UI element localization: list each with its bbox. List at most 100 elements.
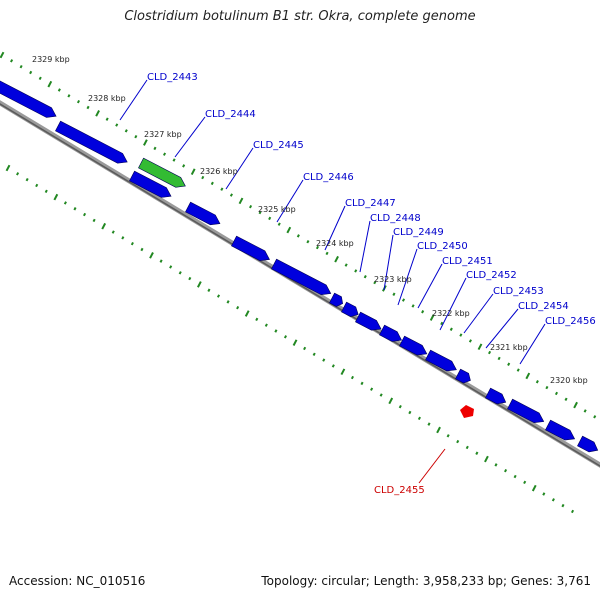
minor-tick xyxy=(172,158,176,162)
minor-tick xyxy=(274,329,278,333)
minor-tick xyxy=(570,509,575,514)
minor-tick xyxy=(19,64,23,69)
minor-tick xyxy=(446,434,450,438)
accession-label: Accession: NC_010516 xyxy=(9,574,146,588)
minor-tick xyxy=(561,503,565,508)
gene-label: CLD_2456 xyxy=(545,316,596,327)
minor-tick xyxy=(497,356,501,361)
minor-tick xyxy=(159,259,163,263)
gene-label: CLD_2444 xyxy=(205,109,256,120)
gene-arrow xyxy=(185,201,221,226)
minor-tick xyxy=(373,280,377,285)
gene-arrow xyxy=(231,235,270,261)
scale-label: 2322 kbp xyxy=(432,309,470,318)
minor-tick xyxy=(456,439,460,444)
minor-tick xyxy=(427,422,431,426)
minor-tick xyxy=(38,76,42,81)
gene-arrow-red xyxy=(460,405,474,418)
gene-arrow xyxy=(399,335,428,356)
minor-tick xyxy=(564,397,568,401)
minor-tick xyxy=(421,310,425,314)
gene-arrow xyxy=(425,349,457,372)
gene-label: CLD_2446 xyxy=(303,172,354,183)
minor-tick xyxy=(169,265,173,269)
major-tick xyxy=(531,484,537,492)
minor-tick xyxy=(398,404,402,409)
minor-tick xyxy=(249,205,253,209)
leader-line xyxy=(276,179,304,223)
leader-line xyxy=(324,205,346,251)
gene-label: CLD_2445 xyxy=(253,140,304,151)
minor-tick xyxy=(92,218,96,223)
major-tick xyxy=(484,455,489,463)
minor-tick xyxy=(350,375,354,380)
leader-line xyxy=(383,234,394,291)
minor-tick xyxy=(44,189,48,193)
minor-tick xyxy=(363,275,367,279)
major-tick xyxy=(388,397,394,405)
major-tick xyxy=(286,226,292,234)
minor-tick xyxy=(554,391,559,396)
minor-tick xyxy=(488,350,492,355)
gene-arrow xyxy=(55,120,128,164)
leader-line xyxy=(439,277,467,331)
minor-tick xyxy=(370,387,374,391)
minor-tick xyxy=(535,380,539,384)
scale-label: 2320 kbp xyxy=(550,376,588,385)
minor-tick xyxy=(188,276,192,281)
minor-tick xyxy=(220,187,224,191)
minor-tick xyxy=(57,88,61,92)
minor-tick xyxy=(134,134,138,139)
minor-tick xyxy=(153,146,157,151)
gene-arrow xyxy=(545,419,576,441)
major-tick xyxy=(477,343,483,351)
minor-tick xyxy=(277,222,281,226)
minor-tick xyxy=(331,364,335,368)
scale-label: 2325 kbp xyxy=(258,205,296,214)
major-tick xyxy=(149,252,154,259)
gene-label: CLD_2447 xyxy=(345,198,396,209)
gene-labels: 2329 kbp 2328 kbp 2327 kbp 2326 kbp 2325 kbp… xyxy=(32,55,596,496)
major-tick xyxy=(525,372,531,380)
gene-features xyxy=(0,80,599,453)
gene-arrow xyxy=(271,258,332,296)
minor-tick xyxy=(207,288,211,292)
minor-tick xyxy=(411,304,415,308)
scale-ticks xyxy=(0,51,597,514)
minor-tick xyxy=(283,335,288,339)
minor-tick xyxy=(35,183,39,188)
genome-summary: Topology: circular; Length: 3,958,233 bp… xyxy=(261,574,591,588)
label-leaders xyxy=(119,79,546,484)
minor-tick xyxy=(545,385,549,390)
minor-tick xyxy=(583,409,587,413)
leader-line xyxy=(418,448,446,484)
gene-arrow xyxy=(507,398,545,424)
minor-tick xyxy=(210,181,214,186)
backbone-edge xyxy=(0,103,600,467)
minor-tick xyxy=(408,410,412,415)
minor-tick xyxy=(523,480,527,485)
scale-label: 2323 kbp xyxy=(374,275,412,284)
minor-tick xyxy=(115,123,119,127)
gene-label: CLD_2452 xyxy=(466,270,517,281)
gene-label: CLD_2455 xyxy=(374,485,425,496)
minor-tick xyxy=(513,474,517,479)
minor-tick xyxy=(468,339,472,343)
minor-tick xyxy=(354,269,358,273)
minor-tick xyxy=(551,498,555,502)
major-tick xyxy=(190,168,196,176)
scale-label: 2329 kbp xyxy=(32,55,70,64)
minor-tick xyxy=(229,193,233,197)
minor-tick xyxy=(593,415,597,419)
gene-arrow xyxy=(355,311,382,331)
gene-arrow xyxy=(341,301,359,318)
minor-tick xyxy=(130,241,134,246)
minor-tick xyxy=(465,445,469,450)
minor-tick xyxy=(216,294,221,298)
minor-tick xyxy=(29,70,33,75)
minor-tick xyxy=(459,333,463,337)
minor-tick xyxy=(83,212,87,217)
minor-tick xyxy=(504,469,508,473)
scale-label: 2324 kbp xyxy=(316,239,354,248)
